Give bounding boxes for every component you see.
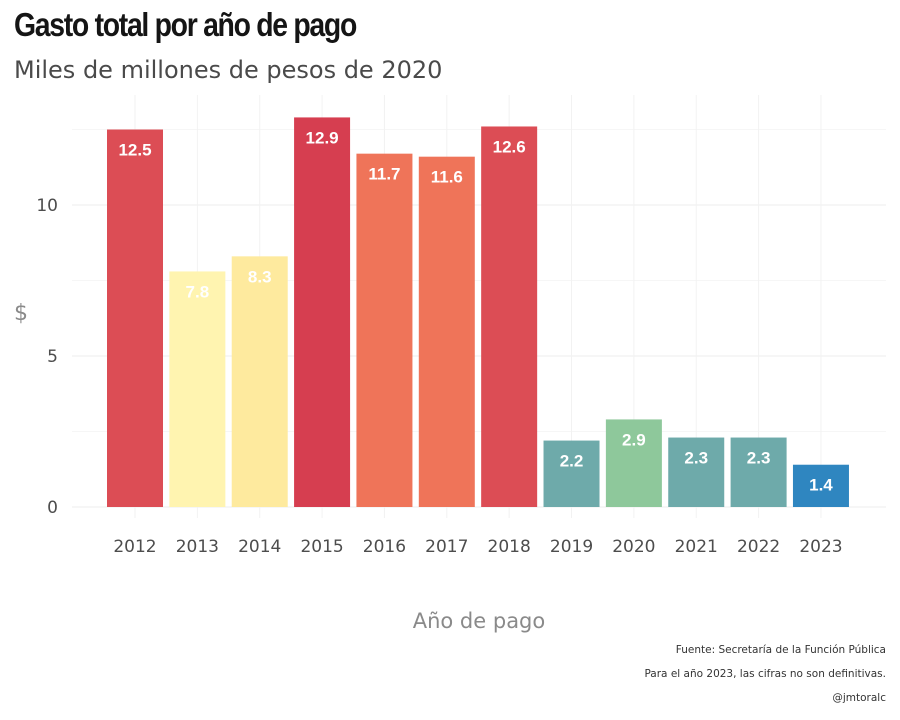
author-handle: @jmtoralc — [832, 692, 886, 704]
bar-label-2012: 12.5 — [118, 141, 151, 160]
note-caption: Para el año 2023, las cifras no son defi… — [644, 668, 886, 680]
bar-label-2016: 11.7 — [368, 165, 400, 184]
axes: 2012 2013 2014 2015 2016 2017 2018 2019 2020 2021… — [14, 196, 843, 633]
bar-label-2023: 1.4 — [809, 476, 833, 495]
source-caption: Fuente: Secretaría de la Función Pública — [675, 644, 886, 656]
bar-2019 — [543, 440, 600, 507]
bar-2018 — [481, 126, 538, 507]
x-tick-label: 2023 — [799, 537, 842, 557]
x-tick-label: 2021 — [675, 537, 718, 557]
bar-2020 — [605, 419, 662, 507]
x-tick-label: 2015 — [300, 537, 343, 557]
bar-label-2014: 8.3 — [248, 267, 272, 286]
bar-label-2019: 2.2 — [560, 452, 584, 471]
y-tick-label: 5 — [47, 347, 58, 367]
x-tick-label: 2020 — [612, 537, 655, 557]
bar-value-labels: 12.5 7.8 8.3 12.9 11.7 11.6 12.6 2.2 2.9 2.3 2.3 1.… — [118, 128, 833, 494]
x-tick-label: 2014 — [238, 537, 281, 557]
bar-label-2020: 2.9 — [622, 430, 646, 449]
x-tick-label: 2012 — [113, 537, 156, 557]
x-tick-label: 2013 — [176, 537, 219, 557]
bar-label-2018: 12.6 — [493, 137, 526, 156]
bar-label-2021: 2.3 — [684, 449, 708, 468]
x-tick-label: 2022 — [737, 537, 780, 557]
x-tick-label: 2019 — [550, 537, 593, 557]
bar-2015 — [294, 117, 351, 508]
x-axis-title: Año de pago — [413, 609, 546, 633]
bar-label-2022: 2.3 — [747, 449, 771, 468]
x-tick-label: 2017 — [425, 537, 468, 557]
y-axis-title: $ — [14, 301, 28, 326]
bar-2023 — [792, 464, 849, 507]
bar-label-2015: 12.9 — [306, 128, 339, 147]
bars — [107, 117, 849, 508]
y-tick-label: 0 — [47, 498, 58, 518]
chart-subtitle: Miles de millones de pesos de 2020 — [14, 56, 443, 84]
x-tick-label: 2016 — [363, 537, 406, 557]
bar-2014 — [231, 256, 288, 507]
bar-2016 — [356, 153, 413, 507]
x-tick-label: 2018 — [488, 537, 531, 557]
bar-2017 — [418, 156, 475, 507]
chart-title: Gasto total por año de pago — [14, 6, 357, 43]
bar-label-2017: 11.6 — [431, 168, 463, 187]
bar-2022 — [730, 437, 787, 507]
bar-2021 — [668, 437, 725, 507]
bar-2013 — [169, 271, 226, 507]
bar-2012 — [107, 129, 163, 507]
bar-label-2013: 7.8 — [186, 282, 210, 301]
y-tick-label: 10 — [36, 196, 58, 216]
